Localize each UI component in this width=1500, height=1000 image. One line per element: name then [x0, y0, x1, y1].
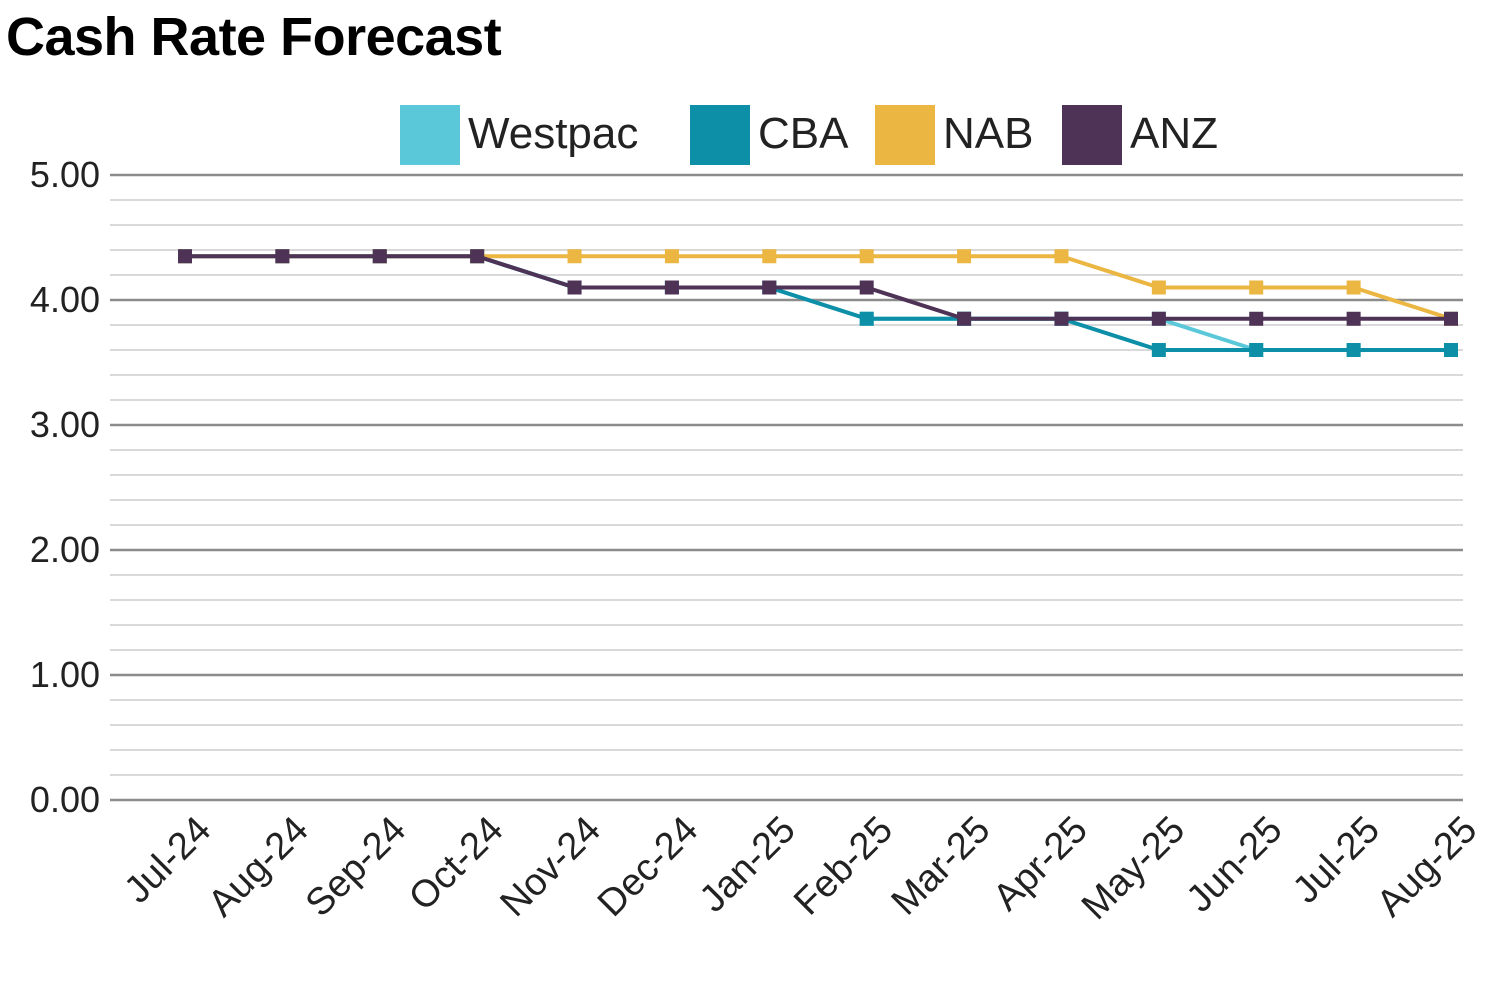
- data-point: [859, 280, 874, 295]
- chart-title: Cash Rate Forecast: [6, 7, 502, 67]
- data-point: [275, 249, 290, 264]
- legend-item-nab: NAB: [875, 105, 1033, 165]
- y-tick-label: 3.00: [30, 404, 100, 445]
- legend-label: NAB: [943, 109, 1033, 158]
- legend: Westpac CBA NAB ANZ: [400, 105, 1218, 165]
- data-point: [1151, 343, 1166, 357]
- data-point: [762, 249, 777, 264]
- x-tick-label: Oct-24: [401, 809, 511, 919]
- x-tick-label: Jun-25: [1179, 809, 1291, 921]
- data-point: [1151, 311, 1166, 326]
- data-point: [1054, 249, 1069, 264]
- data-point: [1249, 280, 1264, 295]
- x-axis-ticks: Jul-24Aug-24Sep-24Oct-24Nov-24Dec-24Jan-…: [116, 809, 1485, 928]
- data-point: [1151, 280, 1166, 295]
- x-tick-label: Dec-24: [590, 809, 706, 925]
- series-cba: [178, 249, 1458, 357]
- data-point: [1249, 343, 1264, 357]
- x-tick-label: Mar-25: [884, 809, 999, 924]
- legend-swatch: [1062, 105, 1122, 165]
- legend-swatch: [690, 105, 750, 165]
- x-tick-label: Nov-24: [493, 809, 609, 925]
- y-tick-label: 4.00: [30, 279, 100, 320]
- x-tick-label: Jan-25: [692, 809, 804, 921]
- legend-item-westpac: Westpac: [400, 105, 638, 165]
- y-tick-label: 0.00: [30, 779, 100, 820]
- data-point: [178, 249, 192, 264]
- data-point: [957, 249, 972, 264]
- data-point: [664, 249, 679, 264]
- data-point: [859, 311, 874, 326]
- data-point: [762, 280, 777, 295]
- data-point: [664, 280, 679, 295]
- legend-label: ANZ: [1130, 109, 1218, 158]
- data-point: [1346, 311, 1361, 326]
- data-point: [1346, 280, 1361, 295]
- data-point: [1249, 311, 1264, 326]
- data-point: [567, 280, 582, 295]
- x-tick-label: Feb-25: [786, 809, 901, 924]
- data-point: [470, 249, 485, 264]
- data-point: [859, 249, 874, 264]
- data-point: [1346, 343, 1361, 357]
- series-line-cba: [185, 254, 1451, 352]
- series-line-anz: [185, 254, 1451, 321]
- data-point: [1054, 311, 1069, 326]
- legend-label: Westpac: [468, 109, 638, 158]
- data-point: [957, 311, 972, 326]
- gridlines: [110, 173, 1463, 802]
- y-tick-label: 5.00: [30, 154, 100, 195]
- y-tick-label: 2.00: [30, 529, 100, 570]
- x-tick-label: May-25: [1074, 809, 1193, 928]
- data-point: [372, 249, 387, 264]
- y-axis-ticks: 0.00 1.00 2.00 3.00 4.00 5.00: [30, 154, 100, 820]
- legend-swatch: [400, 105, 460, 165]
- x-tick-label: Sep-24: [298, 809, 414, 925]
- data-point: [1444, 311, 1458, 326]
- series-anz: [178, 249, 1458, 326]
- data-point: [1444, 343, 1458, 357]
- legend-swatch: [875, 105, 935, 165]
- x-tick-label: Aug-24: [200, 809, 316, 925]
- legend-label: CBA: [758, 109, 849, 158]
- data-point: [567, 249, 582, 264]
- x-tick-label: Aug-25: [1369, 809, 1485, 925]
- y-tick-label: 1.00: [30, 654, 100, 695]
- series-group: [178, 249, 1458, 357]
- legend-item-cba: CBA: [690, 105, 849, 165]
- legend-item-anz: ANZ: [1062, 105, 1218, 165]
